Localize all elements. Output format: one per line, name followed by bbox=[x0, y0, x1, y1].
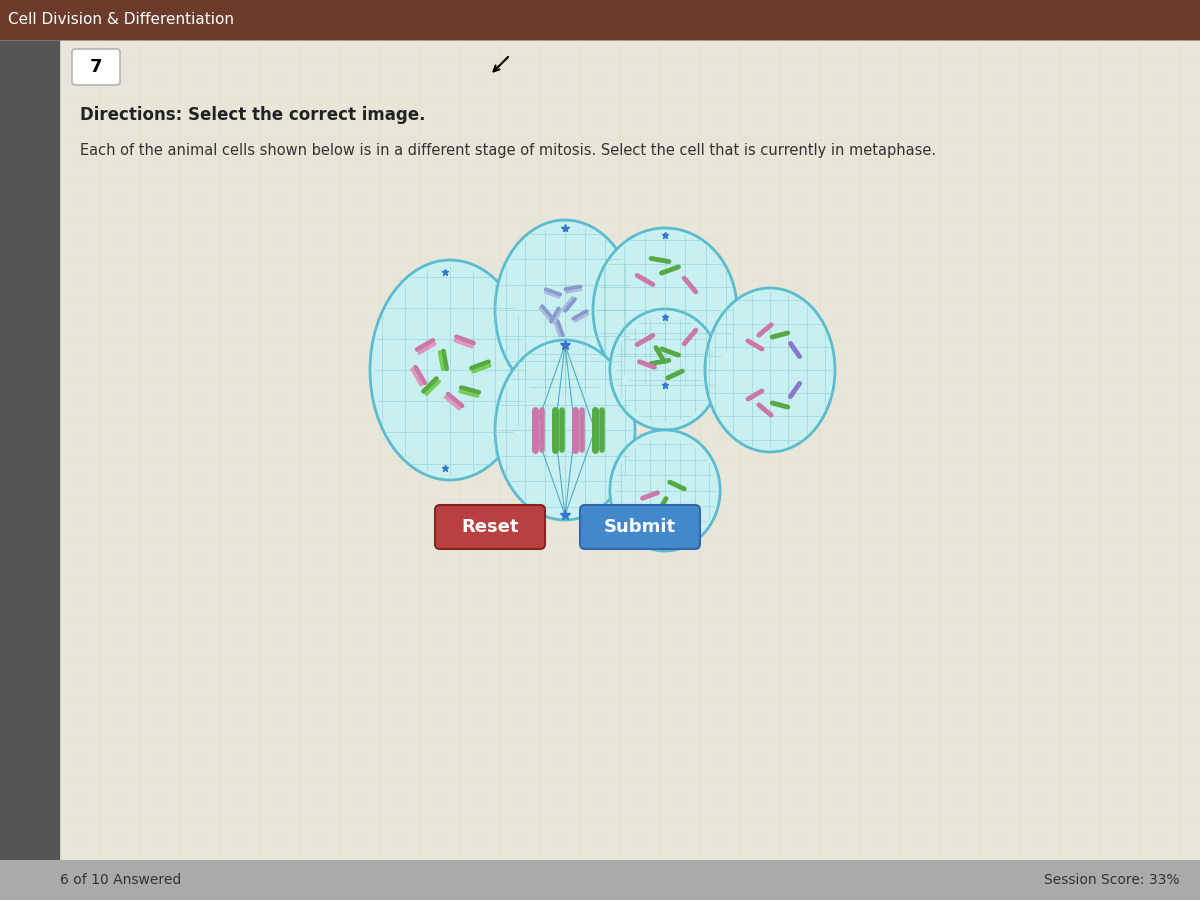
FancyBboxPatch shape bbox=[580, 505, 700, 549]
Text: Cell Division & Differentiation: Cell Division & Differentiation bbox=[8, 13, 234, 28]
Text: 7: 7 bbox=[90, 58, 102, 76]
Bar bbox=[0, 0, 1200, 40]
Ellipse shape bbox=[593, 228, 737, 392]
Text: Reset: Reset bbox=[461, 518, 518, 536]
Ellipse shape bbox=[496, 340, 635, 520]
Ellipse shape bbox=[610, 309, 720, 430]
FancyBboxPatch shape bbox=[72, 49, 120, 85]
Ellipse shape bbox=[496, 220, 635, 400]
Text: Each of the animal cells shown below is in a different stage of mitosis. Select : Each of the animal cells shown below is … bbox=[80, 142, 936, 157]
Bar bbox=[0, 40, 60, 900]
Ellipse shape bbox=[370, 260, 530, 480]
Ellipse shape bbox=[706, 288, 835, 452]
FancyBboxPatch shape bbox=[436, 505, 545, 549]
Text: Submit: Submit bbox=[604, 518, 676, 536]
Text: Directions: Select the correct image.: Directions: Select the correct image. bbox=[80, 106, 426, 124]
Text: 6 of 10 Answered: 6 of 10 Answered bbox=[60, 873, 181, 887]
Ellipse shape bbox=[610, 430, 720, 551]
Bar bbox=[0, 860, 1200, 900]
Text: Session Score: 33%: Session Score: 33% bbox=[1044, 873, 1180, 887]
